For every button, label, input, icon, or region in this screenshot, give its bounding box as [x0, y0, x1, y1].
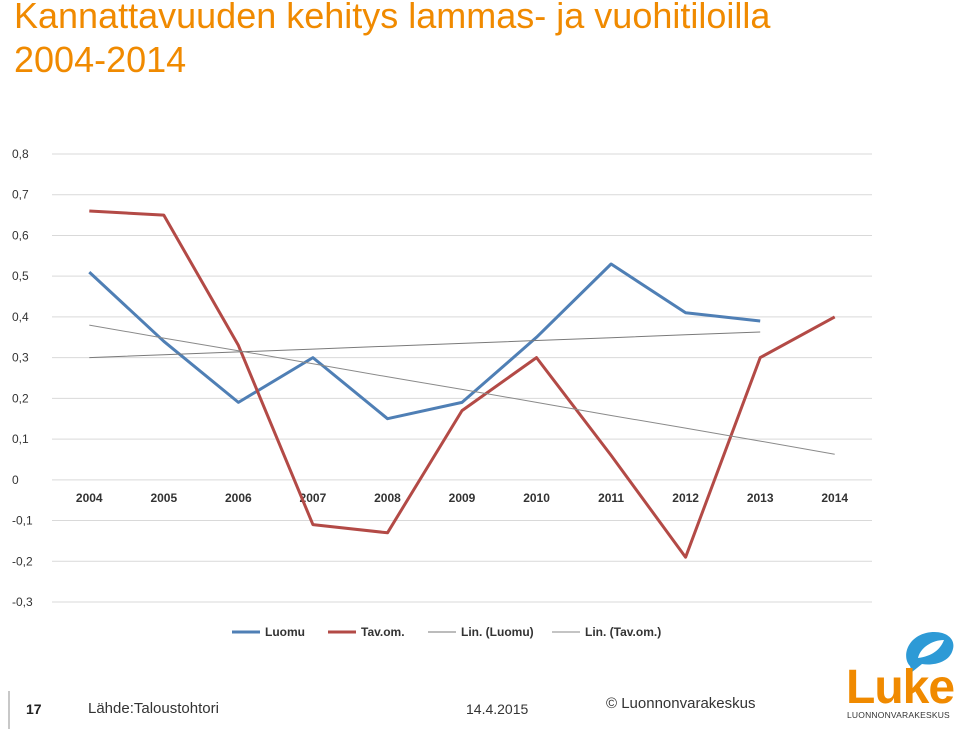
series-line: [89, 331, 761, 359]
x-tick-label: 2009: [449, 491, 476, 505]
y-tick-label: 0,3: [12, 351, 29, 365]
y-tick-label: 0,8: [12, 147, 29, 161]
x-tick-label: 2006: [225, 491, 252, 505]
slide-number: 17: [26, 701, 42, 717]
footer-divider: [8, 691, 10, 729]
x-tick-label: 2008: [374, 491, 401, 505]
title-line-1: Kannattavuuden kehitys lammas- ja vuohit…: [14, 0, 771, 36]
speech-bubble-leaf-icon: [906, 632, 954, 672]
series-line: [89, 209, 836, 559]
legend-label: Luomu: [265, 625, 305, 639]
source-text: Lähde:Taloustohtori: [88, 700, 219, 717]
x-tick-label: 2007: [300, 491, 327, 505]
y-tick-label: -0,3: [12, 595, 33, 609]
legend: Luomu Tav.om. Lin. (Luomu) Lin. (Tav.om.): [232, 625, 661, 639]
gridlines: [52, 153, 872, 603]
page-title: Kannattavuuden kehitys lammas- ja vuohit…: [14, 0, 944, 82]
series-line: [88, 262, 761, 421]
x-tick-label: 2010: [523, 491, 550, 505]
legend-label: Lin. (Luomu): [461, 625, 534, 639]
y-tick-label: 0,4: [12, 310, 29, 324]
line-chart: 0,8 0,7 0,6 0,5 0,4 0,3 0,2 0,1 0 -0,1 -0,2 -0,3 200…: [12, 147, 872, 639]
y-tick-label: 0,7: [12, 188, 29, 202]
legend-label: Tav.om.: [361, 625, 405, 639]
x-tick-label: 2013: [747, 491, 774, 505]
legend-label: Lin. (Tav.om.): [585, 625, 661, 639]
title-line-2: 2004-2014: [14, 39, 187, 80]
x-tick-label: 2004: [76, 491, 103, 505]
y-tick-label: 0,2: [12, 391, 29, 405]
y-tick-label: -0,2: [12, 554, 33, 568]
axis-labels: 0,8 0,7 0,6 0,5 0,4 0,3 0,2 0,1 0 -0,1 -0,2 -0,3 200…: [12, 147, 848, 609]
y-tick-label: 0: [12, 473, 19, 487]
x-tick-label: 2014: [821, 491, 848, 505]
x-tick-label: 2012: [672, 491, 699, 505]
x-tick-label: 2005: [150, 491, 177, 505]
y-tick-label: 0,6: [12, 228, 29, 242]
series-lines: [88, 209, 836, 559]
series-line: [89, 324, 835, 455]
logo-subtitle: LUONNONVARAKESKUS: [847, 710, 950, 720]
y-tick-label: -0,1: [12, 514, 33, 528]
y-tick-label: 0,1: [12, 432, 29, 446]
copyright-text: © Luonnonvarakeskus: [606, 695, 756, 712]
date-text: 14.4.2015: [466, 701, 529, 717]
luke-logo: Luke LUONNONVARAKESKUS: [840, 628, 958, 720]
logo-word: Luke: [846, 661, 955, 714]
y-tick-label: 0,5: [12, 269, 29, 283]
x-tick-label: 2011: [598, 491, 624, 505]
